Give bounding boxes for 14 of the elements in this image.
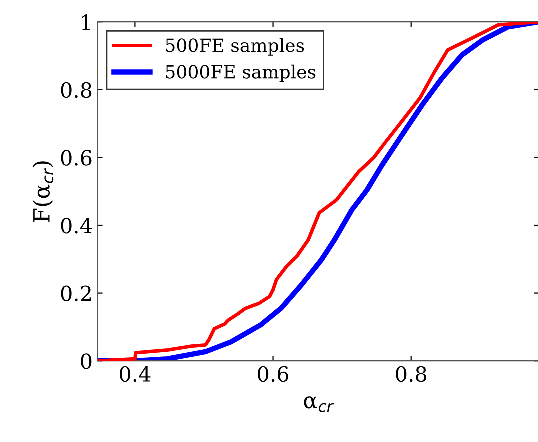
- y-tick-label: 0.6: [61, 150, 92, 166]
- y-tick-label: 0.2: [61, 286, 92, 302]
- y-axis-title: F(α$_{cr}$): [32, 162, 54, 222]
- line-series: [98, 22, 538, 362]
- y-tick-label: 0: [81, 354, 92, 370]
- legend-label: 500FE samples: [166, 38, 304, 56]
- legend-label: 5000FE samples: [166, 64, 316, 82]
- x-tick-label: 0.4: [120, 366, 151, 382]
- y-tick-label: 0.8: [61, 82, 92, 98]
- y-tick-label: 1: [82, 14, 90, 30]
- x-tick-label: 0.6: [258, 366, 289, 382]
- x-tick-label: 0.8: [396, 366, 427, 382]
- x-axis-title: α$_{cr}$: [304, 396, 334, 412]
- y-tick-label: 0.4: [61, 218, 92, 234]
